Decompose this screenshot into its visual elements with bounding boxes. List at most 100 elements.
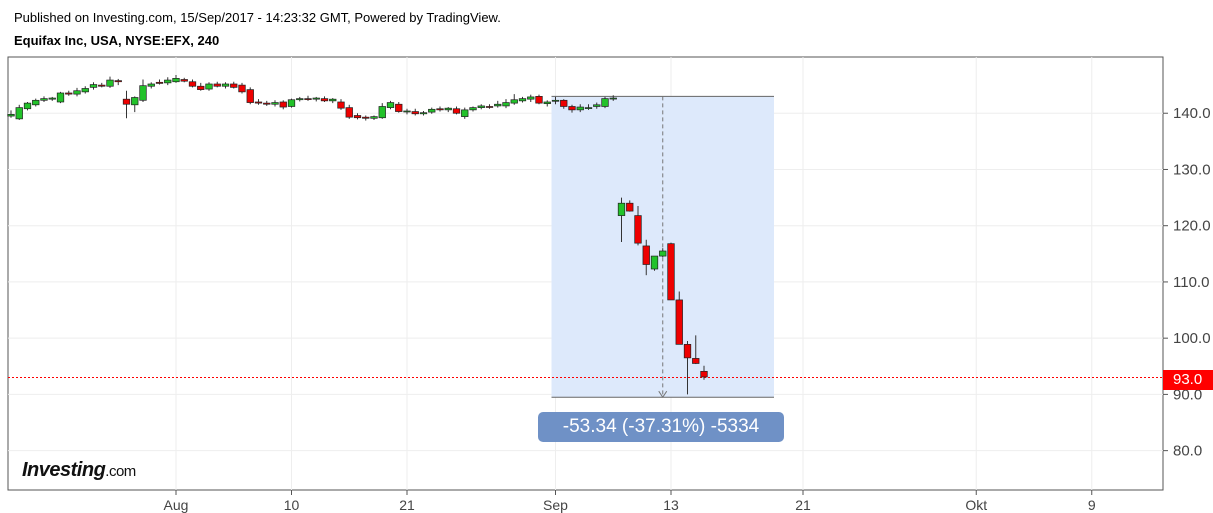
candle — [73, 87, 81, 97]
candle — [271, 100, 279, 107]
y-tick-label: 120.0 — [1173, 218, 1211, 235]
investing-logo: Investing.com — [22, 459, 136, 481]
candle — [535, 94, 543, 105]
y-tick-label: 80.0 — [1173, 443, 1202, 460]
candle-body — [370, 116, 378, 119]
candle — [543, 100, 551, 107]
candle-body — [584, 107, 593, 109]
candle-body — [345, 107, 353, 118]
candle-body — [692, 358, 700, 364]
candle-body — [238, 84, 246, 93]
candle — [419, 110, 428, 116]
candle — [287, 98, 296, 108]
candle-body — [667, 243, 675, 301]
candle-body — [89, 84, 98, 88]
candle-body — [444, 107, 452, 111]
candle-body — [560, 99, 568, 107]
candle — [254, 99, 263, 105]
candle-body — [551, 99, 560, 102]
candle-body — [477, 105, 485, 108]
candle-body — [23, 102, 32, 110]
candle-body — [320, 98, 329, 102]
candle-body — [147, 83, 155, 87]
candle — [411, 108, 419, 116]
candle-body — [32, 99, 40, 106]
candle-body — [172, 78, 180, 83]
candle-body — [642, 245, 650, 265]
candle — [436, 106, 444, 112]
candle-body — [700, 370, 708, 378]
candle-body — [279, 101, 287, 108]
candle-body — [287, 99, 296, 107]
candle — [106, 76, 114, 88]
candle-body — [485, 106, 494, 108]
candle — [626, 200, 634, 212]
candle — [122, 90, 131, 119]
candle — [683, 340, 692, 395]
candle — [461, 107, 469, 119]
candle — [494, 100, 502, 108]
candle — [527, 94, 535, 102]
candle-body — [81, 88, 89, 93]
candle — [444, 107, 452, 113]
candle-body — [659, 250, 667, 257]
candle-body — [543, 101, 551, 105]
candle — [601, 96, 609, 109]
candle — [312, 96, 320, 102]
candle — [403, 108, 411, 115]
candle-body — [535, 96, 543, 104]
candle-body — [48, 97, 56, 100]
candle — [634, 206, 642, 246]
candle-body — [395, 103, 403, 112]
candle — [139, 79, 147, 102]
candle-body — [576, 106, 584, 111]
candle — [518, 96, 527, 103]
candle — [164, 77, 172, 86]
candle — [7, 110, 15, 118]
last-price-label: 93.0 — [1163, 370, 1213, 390]
candle — [180, 77, 188, 83]
y-tick-label: 110.0 — [1173, 274, 1209, 291]
x-tick-label: 9 — [1088, 497, 1096, 513]
candle — [279, 100, 287, 110]
candle-body — [139, 85, 147, 101]
candle — [568, 104, 576, 113]
x-tick-label: 10 — [284, 497, 300, 513]
candle-body — [263, 102, 271, 105]
x-tick-label: 13 — [663, 497, 679, 513]
candle — [353, 113, 362, 120]
candle — [56, 91, 65, 104]
candle-body — [469, 107, 477, 111]
candle-body — [411, 111, 419, 115]
candle — [593, 102, 601, 109]
y-tick-label: 140.0 — [1173, 105, 1211, 122]
x-tick-label: Sep — [543, 497, 568, 513]
candle-body — [568, 106, 576, 111]
candle — [659, 248, 667, 258]
candle — [378, 103, 386, 119]
x-tick-label: Aug — [164, 497, 189, 513]
candle-body — [312, 97, 320, 100]
candle — [15, 104, 23, 120]
candle — [452, 106, 461, 115]
published-info: Published on Investing.com, 15/Sep/2017 … — [14, 10, 501, 25]
x-tick-label: 21 — [795, 497, 811, 513]
candle-body — [254, 101, 263, 104]
candle-body — [461, 109, 469, 117]
candle — [692, 335, 700, 365]
candle — [246, 87, 254, 105]
candle-body — [337, 101, 345, 109]
candle — [510, 94, 518, 105]
candle — [395, 101, 403, 113]
candle-body — [114, 80, 122, 83]
symbol-title: Equifax Inc, USA, NYSE:EFX, 240 — [14, 33, 220, 48]
candle-body — [403, 110, 411, 113]
candle — [469, 106, 477, 112]
candle — [89, 82, 98, 90]
candle-body — [609, 97, 617, 100]
candle — [386, 100, 395, 110]
candle — [230, 81, 238, 89]
candle-body — [180, 79, 188, 82]
candle-body — [683, 344, 692, 359]
